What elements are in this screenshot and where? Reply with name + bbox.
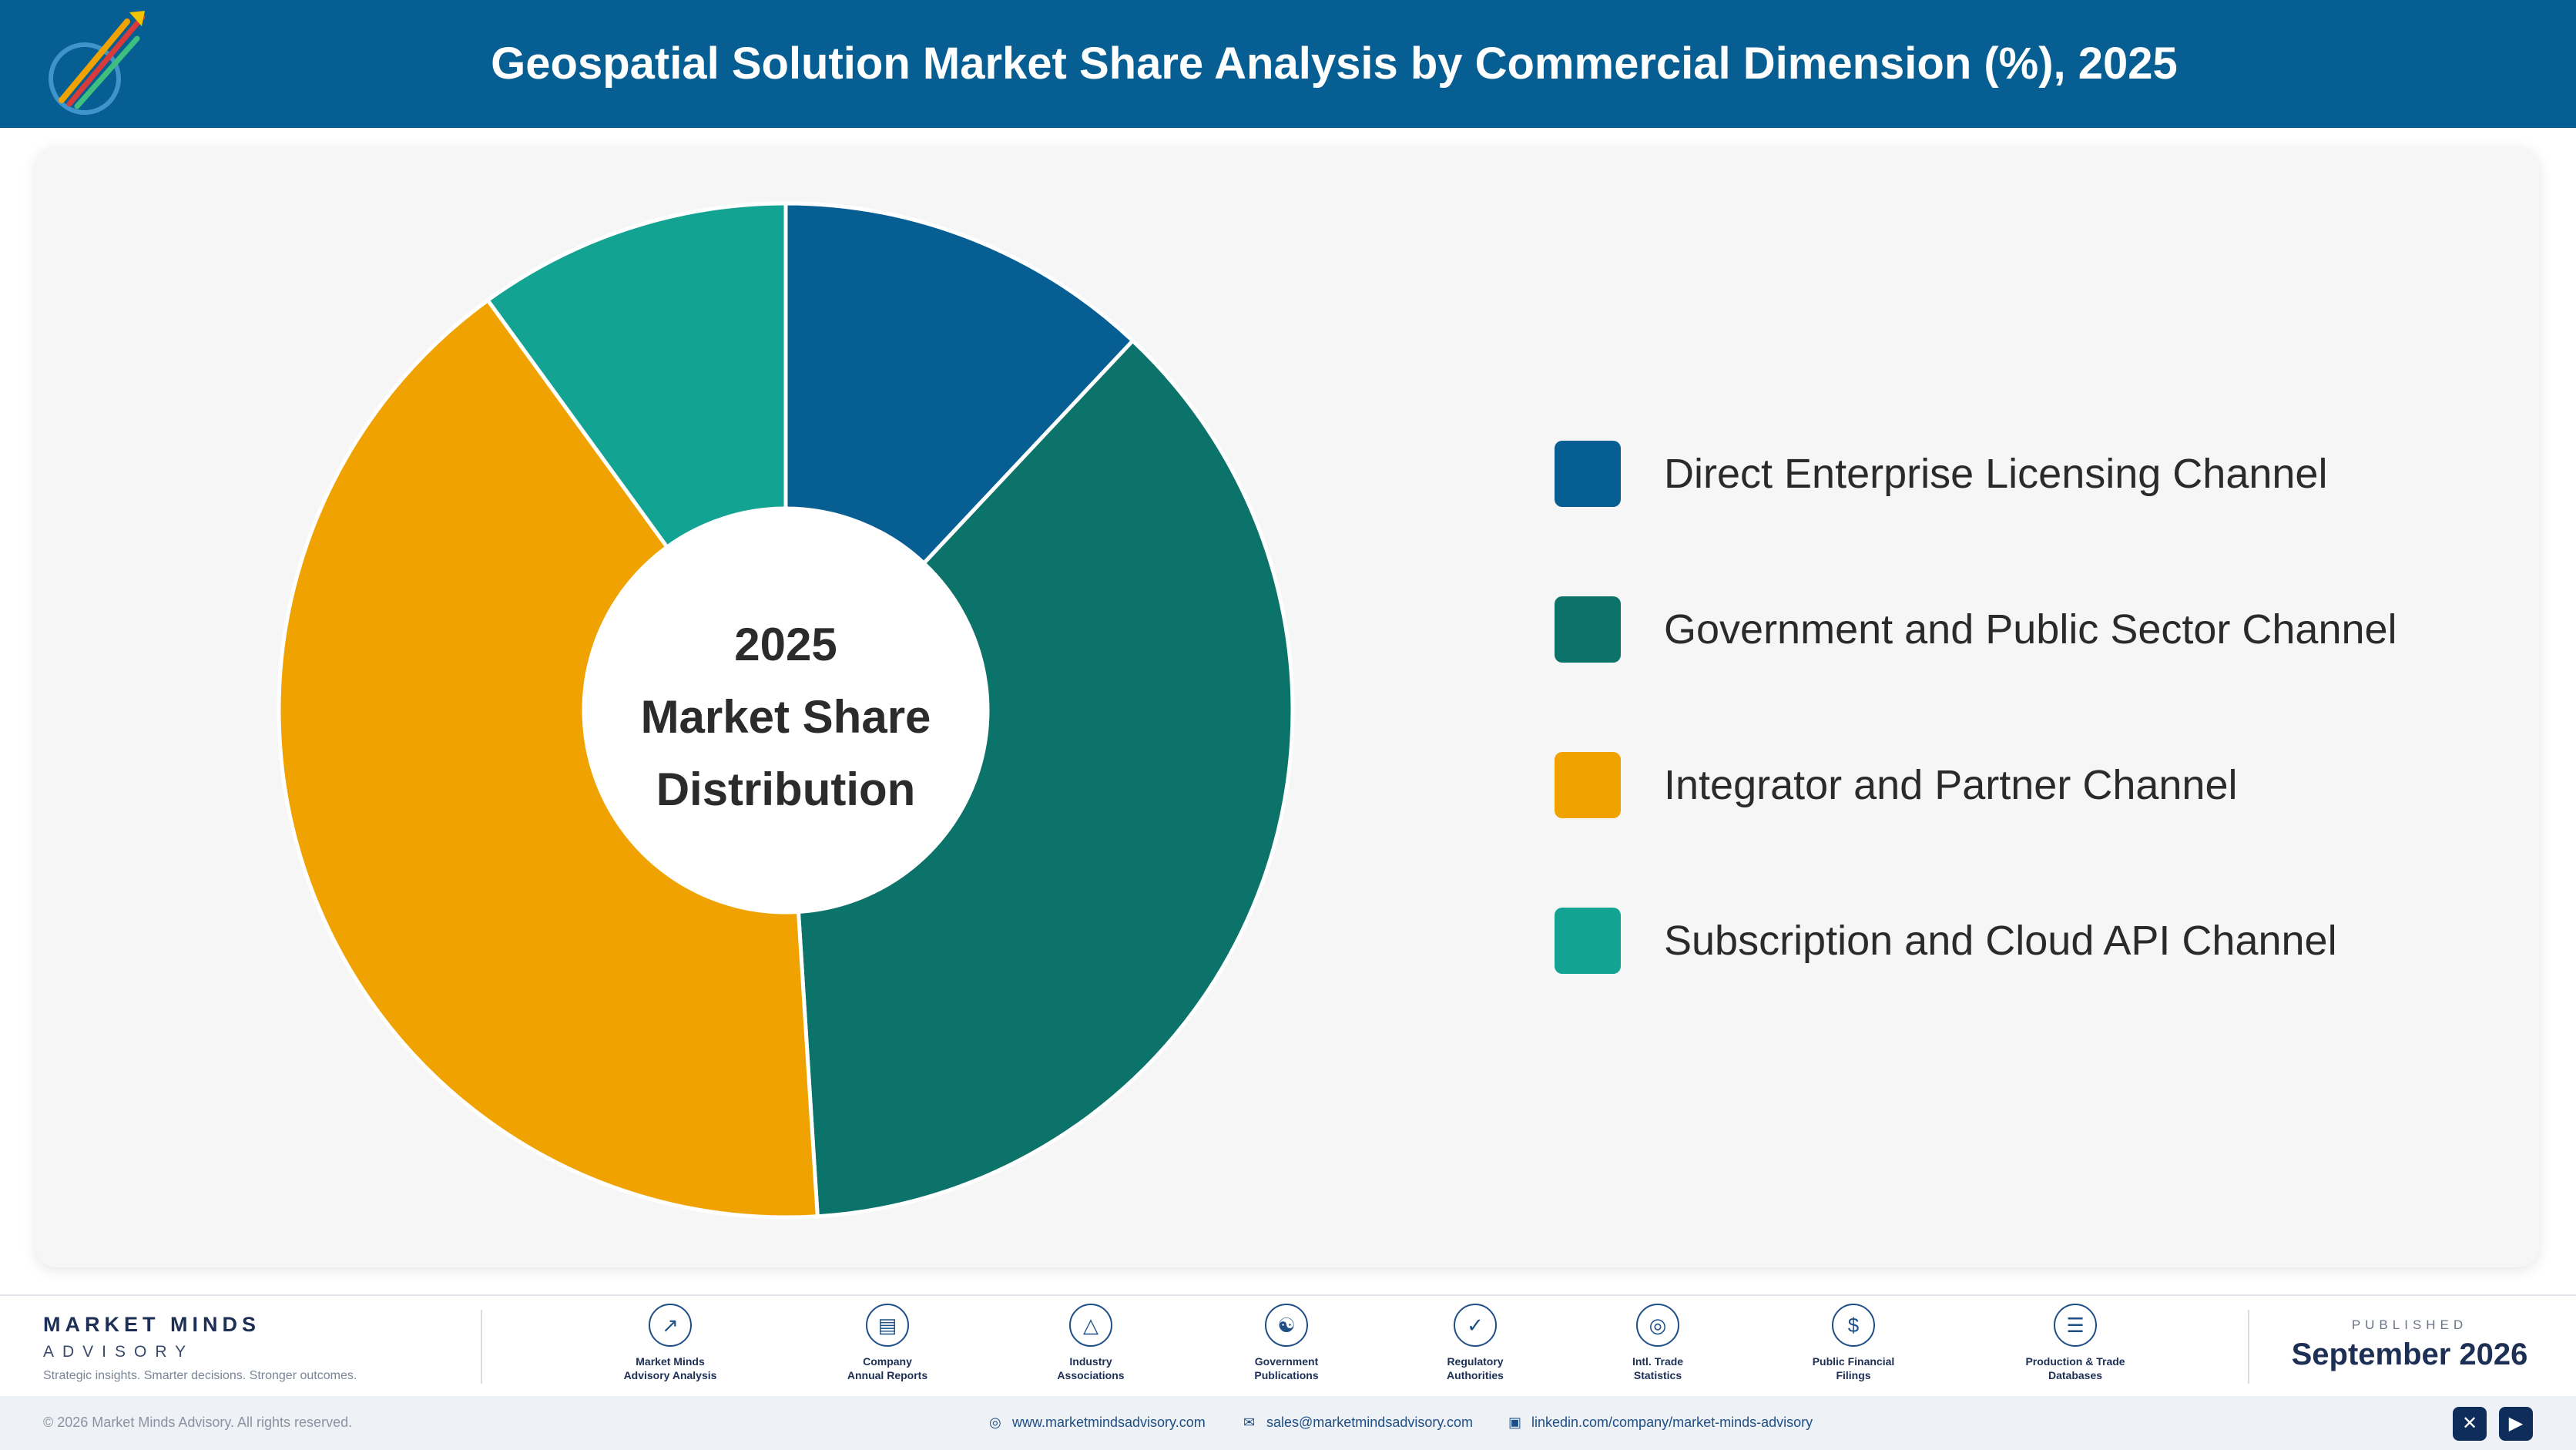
source-item: ✓ Regulatory Authorities (1390, 1304, 1560, 1382)
legend-swatch (1555, 752, 1621, 818)
legend-label: Direct Enterprise Licensing Channel (1664, 451, 2328, 497)
footer-divider (481, 1310, 482, 1384)
source-item: ◎ Intl. Trade Statistics (1573, 1304, 1742, 1382)
source-item: $ Public Financial Filings (1769, 1304, 1938, 1382)
published-date: September 2026 (2291, 1338, 2528, 1371)
legend-label: Integrator and Partner Channel (1664, 762, 2238, 808)
source-item: ↗ Market Minds Advisory Analysis (585, 1304, 755, 1382)
footer-brand: MARKET MINDS ADVISORY Strategic insights… (43, 1313, 357, 1383)
x-social-icon[interactable]: ✕ (2453, 1407, 2487, 1441)
data-sources: ↗ Market Minds Advisory Analysis ▤ Compan… (585, 1304, 2280, 1396)
legend-swatch (1555, 596, 1621, 663)
legend-label: Subscription and Cloud API Channel (1664, 918, 2337, 964)
linkedin-icon: ▣ (1508, 1415, 1522, 1430)
chart-card (35, 146, 2539, 1267)
footer: MARKET MINDS ADVISORY Strategic insights… (0, 1294, 2576, 1450)
database-icon: ☰ (2054, 1304, 2097, 1347)
company-logo (49, 11, 146, 115)
source-item: ☯ Government Publications (1202, 1304, 1371, 1382)
copyright-text: © 2026 Market Minds Advisory. All rights… (43, 1415, 353, 1430)
building-icon: ☯ (1265, 1304, 1308, 1347)
legend-swatch (1555, 908, 1621, 974)
brand-subtitle: ADVISORY (43, 1343, 195, 1361)
legend-swatch (1555, 441, 1621, 507)
center-label-line3: Distribution (656, 764, 916, 815)
mail-icon: ✉ (1243, 1415, 1256, 1430)
center-label-year: 2025 (734, 619, 837, 670)
published-label: PUBLISHED (2351, 1317, 2468, 1332)
published-block: PUBLISHED September 2026 (2286, 1317, 2533, 1372)
brand-name: MARKET MINDS (43, 1313, 260, 1336)
trend-icon: ↗ (649, 1304, 692, 1347)
document-icon: ▤ (866, 1304, 909, 1347)
shield-icon: ✓ (1454, 1304, 1497, 1347)
network-icon: △ (1069, 1304, 1112, 1347)
center-label-line2: Market Share (640, 691, 931, 743)
source-item: ▤ Company Annual Reports (803, 1304, 972, 1382)
youtube-social-icon[interactable]: ▶ (2499, 1407, 2533, 1441)
page-title: Geospatial Solution Market Share Analysi… (491, 39, 2178, 89)
header-bar: Geospatial Solution Market Share Analysi… (0, 0, 2576, 128)
footer-divider (2248, 1310, 2249, 1384)
footer-bottom-bar: © 2026 Market Minds Advisory. All rights… (0, 1396, 2576, 1450)
website-link[interactable]: ◎ www.marketmindsadvisory.com (989, 1415, 1206, 1430)
source-item: ☰ Production & Trade Databases (1991, 1304, 2160, 1382)
source-item: △ Industry Associations (1006, 1304, 1176, 1382)
legend-label: Government and Public Sector Channel (1664, 606, 2397, 653)
donut-center-label: 2025 Market Share Distribution (593, 609, 978, 826)
brand-tagline: Strategic insights. Smarter decisions. S… (43, 1369, 357, 1382)
globe-icon: ◎ (1636, 1304, 1679, 1347)
linkedin-link[interactable]: ▣ linkedin.com/company/market-minds-advis… (1508, 1415, 1813, 1430)
coin-icon: $ (1832, 1304, 1875, 1347)
email-link[interactable]: ✉ sales@marketmindsadvisory.com (1243, 1415, 1474, 1430)
globe-icon: ◎ (989, 1415, 1001, 1430)
